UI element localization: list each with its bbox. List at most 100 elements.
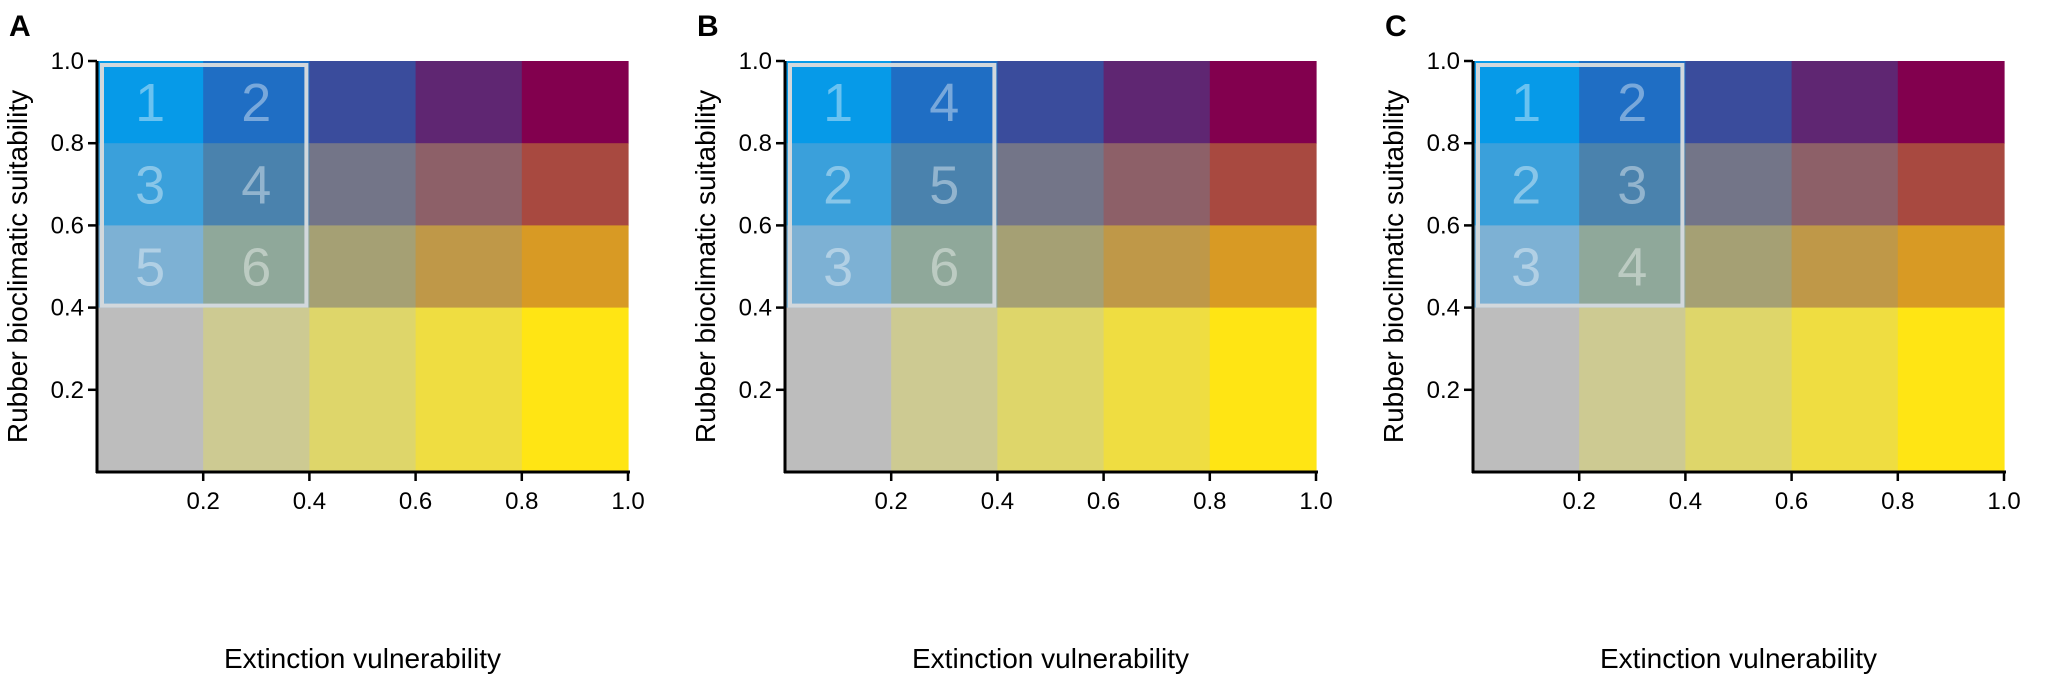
heatmap-cell: [1103, 143, 1211, 226]
priority-label: 6: [929, 238, 959, 298]
heatmap-cell: [203, 307, 310, 473]
x-tick-label: 0.8: [1881, 488, 1914, 515]
heatmap-cell: [997, 307, 1105, 473]
heatmap-cell: [1579, 61, 1686, 144]
heatmap-cell: [415, 143, 523, 226]
y-tick-label: 0.2: [51, 377, 84, 404]
panel-letter: B: [697, 10, 719, 43]
y-tick-label: 0.8: [51, 130, 84, 157]
heatmap-cell: [1579, 143, 1686, 226]
heatmap-cell: [521, 61, 629, 144]
priority-label: 3: [823, 238, 853, 298]
x-tick-label: 0.6: [1775, 488, 1808, 515]
heatmap-cell: [97, 143, 204, 226]
y-tick-label: 0.8: [739, 130, 772, 157]
heatmap-cell: [1791, 61, 1899, 144]
priority-label: 1: [1511, 73, 1541, 133]
heatmap-cell: [997, 143, 1105, 226]
priority-region-box: [1476, 63, 1685, 308]
priority-label: 1: [135, 73, 165, 133]
heatmap-cell: [309, 225, 417, 309]
heatmap-cell: [1473, 225, 1580, 309]
heatmap-cell: [1685, 225, 1793, 309]
priority-label: 3: [1617, 155, 1647, 215]
heatmap-cell: [309, 61, 417, 144]
priority-label: 2: [241, 73, 271, 133]
x-tick-label: 1.0: [1987, 488, 2020, 515]
heatmap-cell: [1473, 143, 1580, 226]
x-tick-label: 1.0: [611, 488, 644, 515]
heatmap-cell: [1897, 143, 2005, 226]
priority-label: 3: [1511, 238, 1541, 298]
heatmap-cell: [785, 307, 892, 473]
x-tick-label: 0.6: [399, 488, 432, 515]
priority-region-box: [100, 63, 309, 308]
priority-label: 3: [135, 155, 165, 215]
x-axis-title: Extinction vulnerability: [1600, 643, 1877, 674]
heatmap-cell: [785, 61, 892, 144]
heatmap-cell: [1791, 225, 1899, 309]
priority-label: 6: [241, 238, 271, 298]
heatmap-cell: [415, 61, 523, 144]
x-tick-label: 0.4: [1669, 488, 1702, 515]
heatmap-cell: [521, 143, 629, 226]
panel-letter: A: [9, 10, 31, 43]
panel-a: 1 2 3 4 5 6 0.2 0.4 0.6 0.8 1.0 0.2 0.4 0.6 0.8 1.0 Exti…: [2, 10, 645, 674]
y-tick-label: 0.6: [51, 212, 84, 239]
y-tick-label: 0.4: [739, 295, 772, 322]
heatmap-cell: [1791, 143, 1899, 226]
y-tick-label: 1.0: [739, 48, 772, 75]
heatmap-cell: [521, 225, 629, 309]
heatmap-cell: [891, 307, 998, 473]
y-tick-label: 0.2: [1427, 377, 1460, 404]
priority-label: 2: [1617, 73, 1647, 133]
x-tick-label: 1.0: [1299, 488, 1332, 515]
heatmap-cell: [785, 143, 892, 226]
y-tick-label: 0.2: [739, 377, 772, 404]
priority-label: 4: [1617, 238, 1647, 298]
priority-label: 1: [823, 73, 853, 133]
heatmap-cell: [1103, 307, 1211, 473]
heatmap-cell: [1209, 143, 1317, 226]
priority-region-box: [788, 63, 997, 308]
heatmap-cell: [1209, 61, 1317, 144]
heatmap-cell: [1209, 225, 1317, 309]
heatmap-cell: [1685, 143, 1793, 226]
heatmap-cell: [997, 225, 1105, 309]
heatmap-cell: [1473, 61, 1580, 144]
heatmap-cell: [1685, 61, 1793, 144]
priority-label: 5: [135, 238, 165, 298]
x-tick-label: 0.8: [505, 488, 538, 515]
heatmap-cell: [891, 61, 998, 144]
heatmap-cell: [1685, 307, 1793, 473]
y-tick-label: 1.0: [51, 48, 84, 75]
priority-label: 4: [241, 155, 271, 215]
heatmap-cell: [97, 61, 204, 144]
x-axis-title: Extinction vulnerability: [912, 643, 1189, 674]
heatmap-cell: [203, 61, 310, 144]
y-tick-label: 1.0: [1427, 48, 1460, 75]
heatmap-cell: [97, 225, 204, 309]
heatmap-cell: [309, 143, 417, 226]
x-axis-title: Extinction vulnerability: [224, 643, 501, 674]
heatmap-cell: [1897, 225, 2005, 309]
y-tick-label: 0.4: [1427, 295, 1460, 322]
heatmap-cell: [1209, 307, 1317, 473]
heatmap-cell: [203, 225, 310, 309]
heatmap-cell: [891, 143, 998, 226]
heatmap-cell: [309, 307, 417, 473]
priority-label: 2: [823, 155, 853, 215]
heatmap-cell: [1897, 61, 2005, 144]
y-tick-label: 0.8: [1427, 130, 1460, 157]
x-tick-label: 0.2: [875, 488, 908, 515]
heatmap-cell: [97, 307, 204, 473]
heatmap-cell: [891, 225, 998, 309]
panel-letter: C: [1385, 10, 1407, 43]
y-tick-label: 0.6: [739, 212, 772, 239]
heatmap-cell: [1103, 61, 1211, 144]
priority-label: 5: [929, 155, 959, 215]
x-tick-label: 0.6: [1087, 488, 1120, 515]
y-axis-title: Rubber bioclimatic suitability: [1378, 90, 1409, 443]
x-tick-label: 0.4: [981, 488, 1014, 515]
